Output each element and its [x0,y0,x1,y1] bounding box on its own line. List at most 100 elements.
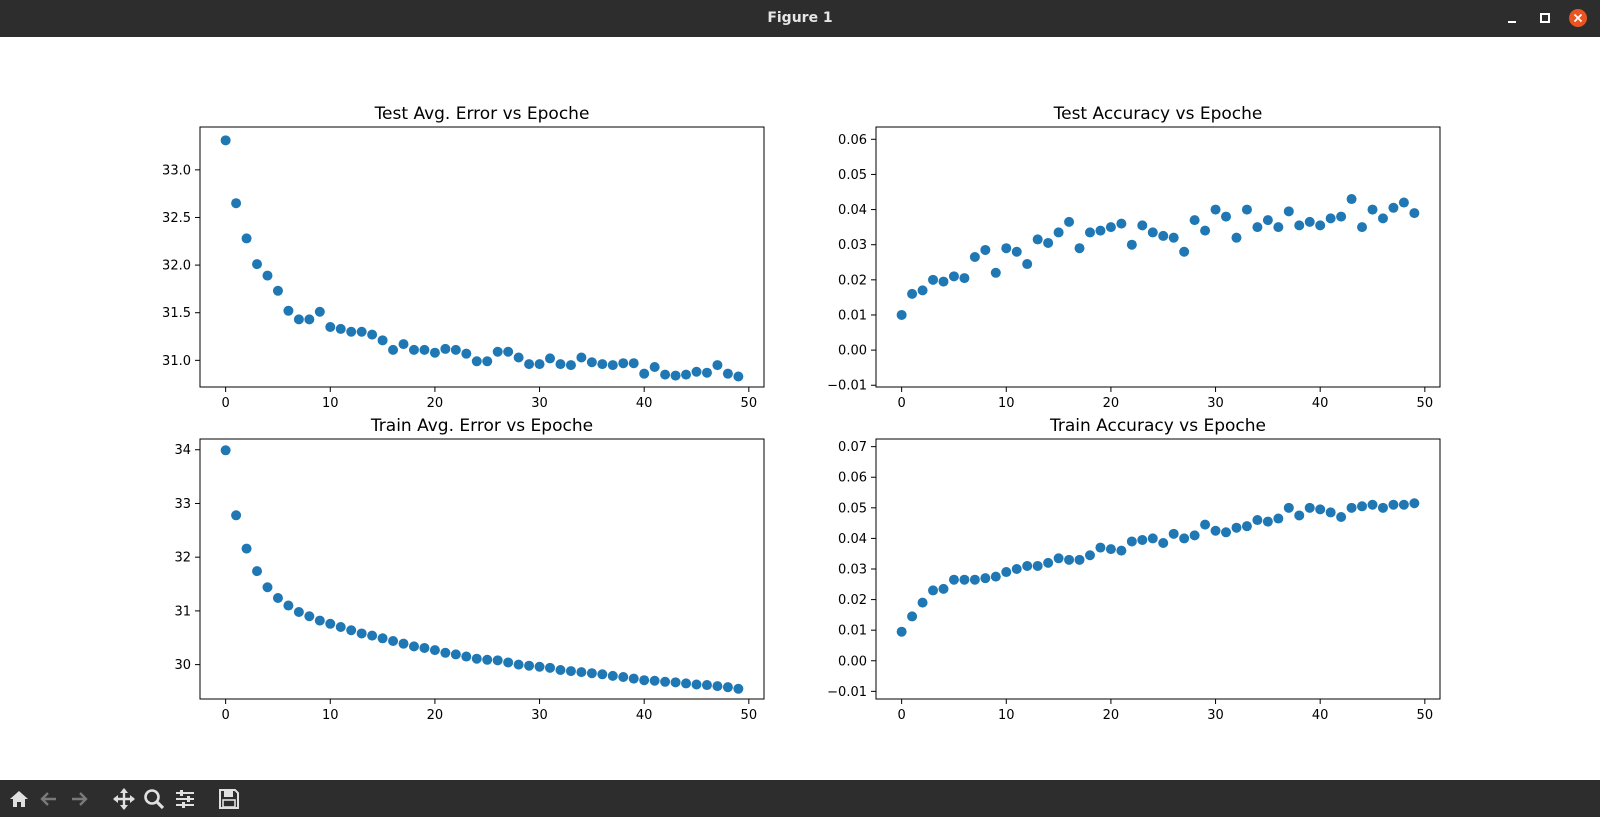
save-button[interactable] [216,786,242,812]
data-point [388,635,399,646]
data-point [1095,542,1106,553]
data-point [733,683,744,694]
close-button[interactable] [1569,9,1587,27]
data-point [1116,218,1127,229]
data-point [272,285,283,296]
data-point [670,677,681,688]
data-point [419,642,430,653]
data-point [272,593,283,604]
pan-icon [113,788,135,810]
data-point [1043,557,1054,568]
data-point [450,649,461,660]
data-point [293,606,304,617]
data-point [969,252,980,262]
data-point [503,657,514,668]
close-icon [1573,13,1583,23]
data-point [429,645,440,656]
data-point [1283,502,1294,513]
data-point [555,664,566,675]
data-point [1367,204,1378,215]
x-tick-label: 10 [322,396,339,411]
data-point [1095,225,1106,236]
data-point [1221,527,1232,538]
data-point [545,662,556,673]
y-tick-label: 30 [174,658,191,673]
subplot-title: Train Accuracy vs Epoche [1049,416,1266,436]
data-point [1053,227,1064,238]
data-point [959,273,970,284]
back-button[interactable] [36,786,62,812]
data-point [565,360,576,371]
data-point [1409,498,1420,509]
forward-button[interactable] [66,786,92,812]
data-point [545,353,556,364]
data-point [408,344,419,355]
y-tick-label: 0.01 [838,308,867,323]
zoom-button[interactable] [141,786,167,812]
data-point [325,618,336,629]
data-point [1084,550,1095,561]
y-tick-label: 31.0 [162,354,191,369]
navigation-toolbar [0,780,1600,817]
data-point [639,368,650,379]
configure-subplots-button[interactable] [172,786,198,812]
data-point [1294,510,1305,521]
data-point [1294,220,1305,231]
y-tick-label: 33 [174,497,191,512]
home-button[interactable] [6,786,32,812]
data-point [534,359,545,370]
data-point [1043,237,1054,248]
data-point [1064,216,1075,227]
data-point [1367,499,1378,510]
data-point [1252,222,1263,233]
data-point [1221,211,1232,222]
data-point [356,326,367,337]
x-tick-label: 0 [221,396,229,411]
data-point [1105,222,1116,233]
data-point [1283,206,1294,217]
data-point [1168,232,1179,243]
y-tick-label: 34 [174,443,191,458]
data-point [335,323,346,334]
data-point [440,647,451,658]
data-point [712,360,723,371]
data-point [252,566,263,577]
data-point [367,329,378,340]
data-point [628,673,639,684]
y-tick-label: 0.07 [838,440,867,455]
x-tick-label: 10 [998,396,1015,411]
data-point [1011,564,1022,574]
data-point [1105,544,1116,555]
data-point [377,633,388,644]
y-tick-label: 31 [174,604,191,619]
data-point [938,583,949,594]
data-point [576,667,587,678]
back-arrow-icon [40,792,56,806]
pan-button[interactable] [111,786,137,812]
data-point [220,135,231,146]
data-point [607,360,618,371]
data-point [1032,560,1043,571]
data-point [1147,227,1158,238]
minimize-button[interactable] [1502,8,1522,28]
x-tick-label: 0 [897,708,905,723]
data-point [262,582,273,593]
data-point [471,653,482,664]
data-point [980,573,991,584]
data-point [367,630,378,641]
data-point [670,370,681,381]
data-point [990,571,1001,582]
data-point [1273,222,1284,233]
data-point [1377,213,1388,224]
data-point [1409,208,1420,219]
configure-subplots-icon [176,790,194,808]
data-point [649,675,660,686]
data-point [1074,554,1085,565]
data-point [917,285,928,296]
data-point [1001,243,1012,254]
data-point [660,369,671,380]
x-tick-label: 20 [427,708,444,723]
data-point [948,271,959,282]
data-point [220,445,231,456]
maximize-button[interactable] [1535,8,1555,28]
